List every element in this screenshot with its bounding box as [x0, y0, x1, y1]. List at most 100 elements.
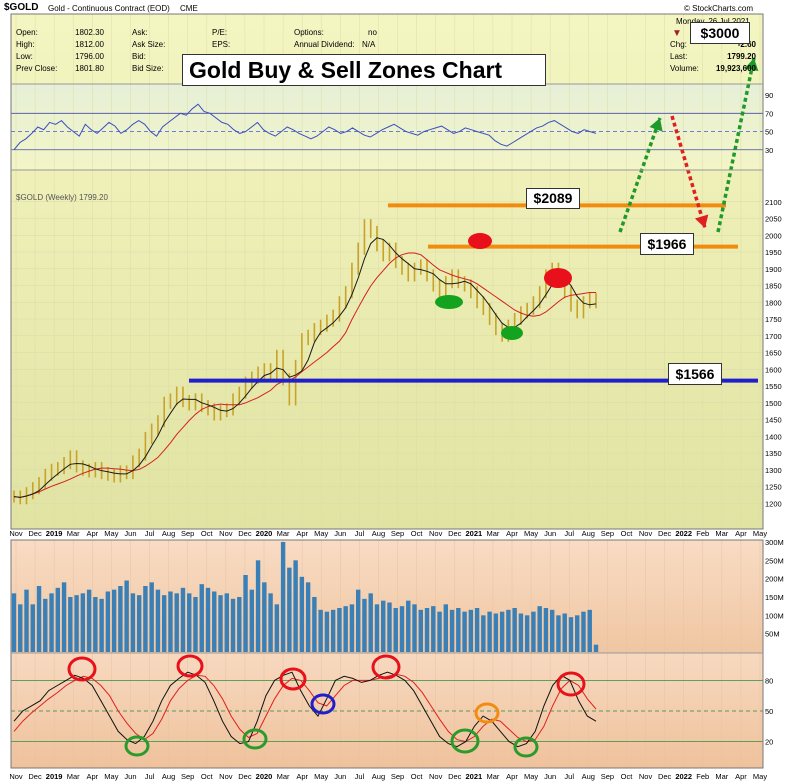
volume-bar: [549, 609, 555, 652]
rsi-tick-label: 50: [765, 128, 773, 137]
x-tick-label-bottom: Oct: [411, 772, 424, 781]
dividend-value: N/A: [362, 40, 376, 49]
volume-bar: [93, 597, 98, 652]
stochastic-tick-label: 80: [765, 676, 773, 685]
volume-bar: [318, 609, 323, 652]
x-tick-label-bottom: Sep: [181, 772, 194, 781]
x-tick-label-bottom: Mar: [67, 772, 80, 781]
buy-arrow-up-1-head: [649, 118, 663, 132]
volume-bar: [387, 602, 392, 652]
chart-annotation-title: Gold Buy & Sell Zones Chart: [182, 54, 546, 86]
volume-bar: [43, 598, 48, 652]
x-tick-label-bottom: Sep: [601, 772, 614, 781]
rsi-tick-label: 90: [765, 91, 773, 100]
x-tick-label: Apr: [735, 529, 747, 538]
volume-bar: [74, 595, 79, 652]
volume-tick-label: 50M: [765, 630, 780, 639]
x-tick-label-bottom: Oct: [621, 772, 634, 781]
volume-bar: [487, 611, 492, 652]
x-tick-label: Dec: [28, 529, 42, 538]
volume-bar: [437, 611, 442, 652]
volume-bar: [155, 589, 161, 652]
overbought-ring: [67, 656, 97, 682]
volume-bar: [124, 580, 129, 652]
volume-bar: [262, 582, 267, 652]
x-tick-label: Sep: [181, 529, 194, 538]
x-tick-label-bottom: Jun: [544, 772, 556, 781]
volume-bar: [512, 608, 517, 652]
x-tick-label: Jul: [564, 529, 574, 538]
buy-arrow-up-2-head: [744, 58, 759, 72]
volume-bar: [149, 582, 154, 652]
price-tick-label: 1650: [765, 349, 782, 358]
price-tick-label: 1300: [765, 466, 782, 475]
volume-bar: [280, 542, 286, 652]
x-tick-label: Apr: [86, 529, 98, 538]
x-tick-label-bottom: 2020: [256, 772, 273, 781]
volume-bar: [449, 609, 455, 652]
x-tick-label: Oct: [621, 529, 634, 538]
stochastic-tick-label: 20: [765, 738, 773, 747]
rsi-tick-label: 30: [765, 146, 773, 155]
price-tick-label: 1400: [765, 432, 782, 441]
volume-bar: [68, 597, 73, 652]
x-tick-label: Nov: [219, 529, 233, 538]
overbought-ring: [279, 667, 307, 691]
x-tick-label-bottom: Nov: [9, 772, 23, 781]
field4-value-1: 1799.20: [727, 52, 756, 61]
volume-bar: [431, 606, 436, 652]
ma-slow-line: [13, 252, 596, 498]
x-tick-label: Dec: [658, 529, 672, 538]
volume-bar: [199, 584, 204, 652]
volume-bar: [212, 591, 217, 652]
x-tick-label-bottom: Jul: [145, 772, 155, 781]
rsi-panel: [11, 103, 763, 151]
x-tick-label: Aug: [582, 529, 595, 538]
oversold-ring: [242, 728, 268, 750]
x-tick-label-bottom: Mar: [486, 772, 499, 781]
x-tick-label: May: [104, 529, 118, 538]
volume-bar: [143, 586, 148, 652]
price-tick-label: 1750: [765, 315, 782, 324]
volume-bar: [518, 613, 524, 652]
volume-bar: [374, 604, 380, 652]
x-tick-label: Sep: [601, 529, 614, 538]
volume-bar: [18, 604, 23, 652]
x-tick-label-bottom: May: [753, 772, 767, 781]
chart-source: © StockCharts.com: [684, 4, 754, 13]
down-triangle-icon: ▼: [672, 28, 682, 39]
x-tick-label-bottom: 2019: [46, 772, 63, 781]
field-value-0: 1802.30: [75, 28, 104, 37]
x-tick-label: May: [753, 529, 767, 538]
x-tick-label-bottom: Feb: [696, 772, 709, 781]
volume-bar: [412, 604, 417, 652]
volume-bar: [161, 595, 167, 652]
volume-bar: [406, 600, 411, 652]
x-tick-label-bottom: Aug: [582, 772, 595, 781]
field4-label-1: Last:: [670, 52, 688, 61]
field-value-2: 1796.00: [75, 52, 104, 61]
buy-zone-marker: [501, 326, 523, 340]
x-tick-label: Jun: [544, 529, 556, 538]
x-tick-label-bottom: Aug: [372, 772, 385, 781]
x-tick-label-bottom: Nov: [219, 772, 233, 781]
volume-bar: [468, 609, 474, 652]
level-2089-label: $2089: [526, 188, 580, 209]
x-tick-label: Mar: [486, 529, 499, 538]
volume-tick-label: 100M: [765, 611, 784, 620]
volume-bar: [506, 609, 511, 652]
sell-zone-marker: [468, 233, 492, 249]
x-tick-label: Nov: [9, 529, 23, 538]
volume-bar: [80, 593, 86, 652]
x-tick-label: Aug: [162, 529, 175, 538]
volume-panel-bg: [11, 540, 763, 653]
price-tick-label: 1350: [765, 449, 782, 458]
volume-tick-label: 300M: [765, 538, 784, 547]
volume-bar: [180, 587, 186, 652]
field3-label-1: EPS:: [212, 40, 231, 49]
volume-bar: [568, 617, 574, 652]
volume-bar: [36, 586, 42, 652]
price-tick-label: 1200: [765, 499, 782, 508]
volume-tick-label: 250M: [765, 556, 784, 565]
neutral-ring: [310, 693, 336, 715]
